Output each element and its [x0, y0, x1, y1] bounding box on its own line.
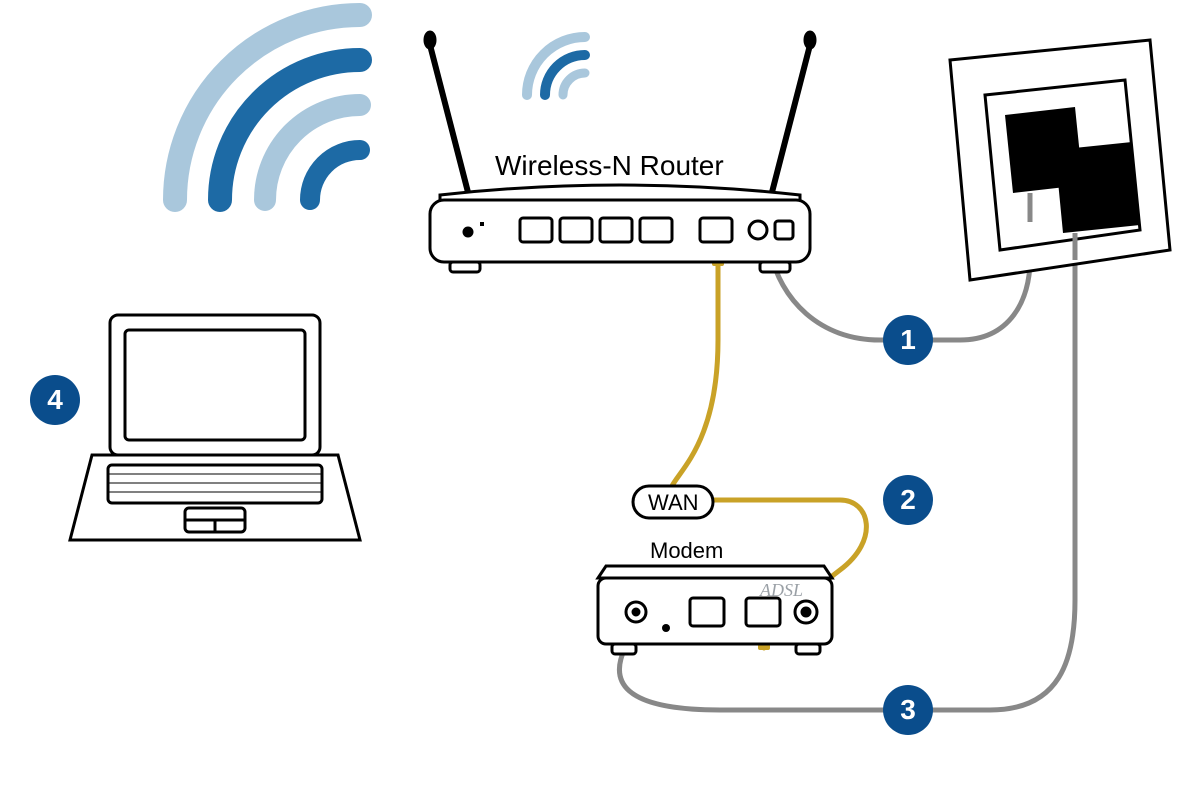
cable-wan-upper: [672, 263, 718, 486]
laptop-icon: [70, 315, 360, 540]
diagram-svg: [0, 0, 1200, 800]
wifi-signal-large-icon: [175, 15, 360, 200]
step-badge-4: 4: [30, 375, 80, 425]
wan-label: WAN: [648, 490, 699, 516]
wall-outlet-icon: [950, 40, 1170, 280]
step-badge-2: 2: [883, 475, 933, 525]
modem-label: Modem: [650, 538, 723, 564]
step-badge-1: 1: [883, 315, 933, 365]
adsl-label: ADSL: [760, 580, 803, 601]
diagram-stage: Wireless-N Router WAN Modem ADSL 1 2 3 4: [0, 0, 1200, 800]
router-label: Wireless-N Router: [495, 150, 724, 182]
wifi-signal-small-icon: [527, 37, 585, 95]
step-badge-3: 3: [883, 685, 933, 735]
